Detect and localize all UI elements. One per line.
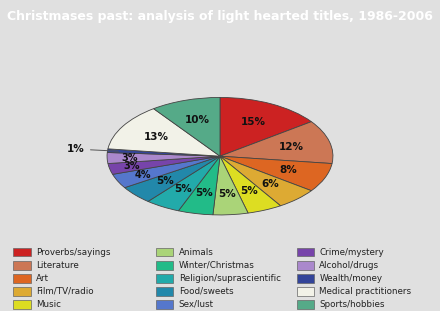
Text: Literature: Literature [36,261,79,270]
FancyBboxPatch shape [13,261,30,270]
Text: Alcohol/drugs: Alcohol/drugs [319,261,379,270]
Wedge shape [220,156,332,191]
FancyBboxPatch shape [156,261,173,270]
Text: 8%: 8% [279,165,297,175]
Text: Sex/lust: Sex/lust [179,300,214,309]
Text: 5%: 5% [156,176,174,186]
Text: Food/sweets: Food/sweets [179,287,233,296]
Text: Sports/hobbies: Sports/hobbies [319,300,385,309]
Text: Music: Music [36,300,61,309]
Text: 4%: 4% [135,170,152,180]
Text: 3%: 3% [121,153,138,163]
FancyBboxPatch shape [156,287,173,296]
Text: 12%: 12% [279,142,304,152]
Text: 3%: 3% [124,161,140,171]
FancyBboxPatch shape [297,300,314,309]
Wedge shape [213,156,248,215]
Wedge shape [107,149,220,156]
Wedge shape [113,156,220,188]
Text: 5%: 5% [195,188,213,198]
Wedge shape [148,156,220,211]
Wedge shape [220,122,333,164]
Text: Christmases past: analysis of light hearted titles, 1986-2006: Christmases past: analysis of light hear… [7,10,433,23]
Wedge shape [108,109,220,156]
Text: Religion/suprascientific: Religion/suprascientific [179,274,281,283]
Wedge shape [179,156,220,215]
Wedge shape [125,156,220,202]
FancyBboxPatch shape [156,300,173,309]
FancyBboxPatch shape [13,287,30,296]
Text: Proverbs/sayings: Proverbs/sayings [36,248,110,257]
Wedge shape [107,152,220,164]
Text: Winter/Christmas: Winter/Christmas [179,261,254,270]
Text: Crime/mystery: Crime/mystery [319,248,384,257]
Text: Medical practitioners: Medical practitioners [319,287,411,296]
Text: 5%: 5% [174,184,191,194]
Wedge shape [108,156,220,174]
FancyBboxPatch shape [297,287,314,296]
FancyBboxPatch shape [13,248,30,257]
Text: 15%: 15% [241,117,266,127]
Wedge shape [154,97,220,156]
Text: 10%: 10% [185,115,210,125]
Text: 5%: 5% [240,186,258,196]
Text: Film/TV/radio: Film/TV/radio [36,287,94,296]
FancyBboxPatch shape [297,261,314,270]
FancyBboxPatch shape [297,274,314,283]
Text: 13%: 13% [144,132,169,142]
Wedge shape [220,156,281,213]
Text: 5%: 5% [218,189,236,199]
FancyBboxPatch shape [297,248,314,257]
Text: 1%: 1% [67,144,118,154]
Text: Art: Art [36,274,49,283]
FancyBboxPatch shape [156,248,173,257]
Text: Wealth/money: Wealth/money [319,274,382,283]
FancyBboxPatch shape [13,274,30,283]
Wedge shape [220,156,312,206]
Text: 6%: 6% [261,179,279,189]
Text: Animals: Animals [179,248,213,257]
FancyBboxPatch shape [13,300,30,309]
Wedge shape [220,97,312,156]
FancyBboxPatch shape [156,274,173,283]
